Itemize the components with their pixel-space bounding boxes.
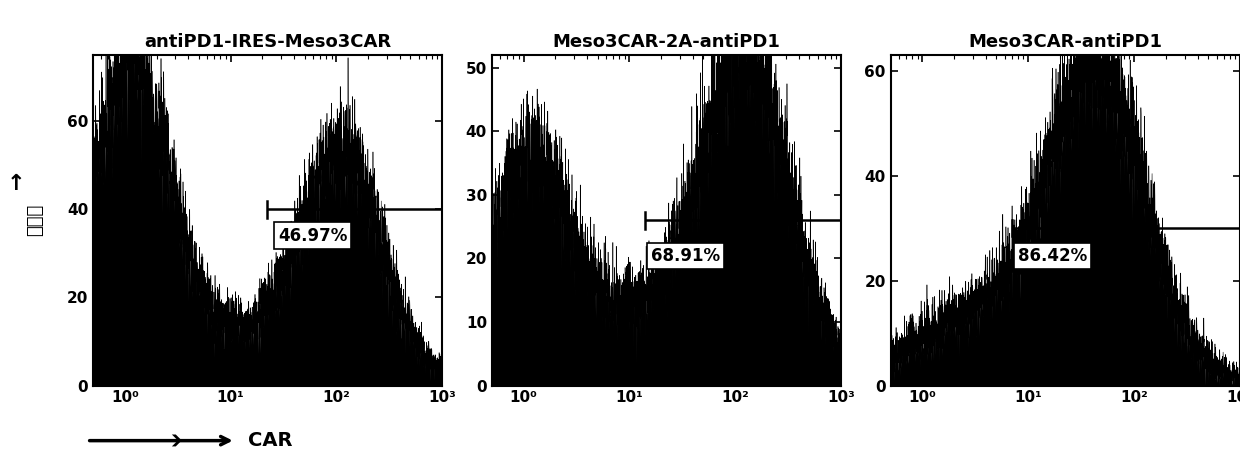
Text: 46.97%: 46.97% [278, 227, 347, 245]
Title: antiPD1-IRES-Meso3CAR: antiPD1-IRES-Meso3CAR [144, 33, 391, 51]
Title: Meso3CAR-antiPD1: Meso3CAR-antiPD1 [968, 33, 1162, 51]
Text: 86.42%: 86.42% [1018, 247, 1087, 265]
Title: Meso3CAR-2A-antiPD1: Meso3CAR-2A-antiPD1 [553, 33, 780, 51]
Text: 68.91%: 68.91% [651, 247, 720, 265]
Text: CAR: CAR [248, 431, 293, 450]
Text: ↑: ↑ [6, 174, 26, 194]
Text: 细胞数: 细胞数 [26, 204, 43, 236]
Text: ➔: ➔ [161, 429, 182, 453]
